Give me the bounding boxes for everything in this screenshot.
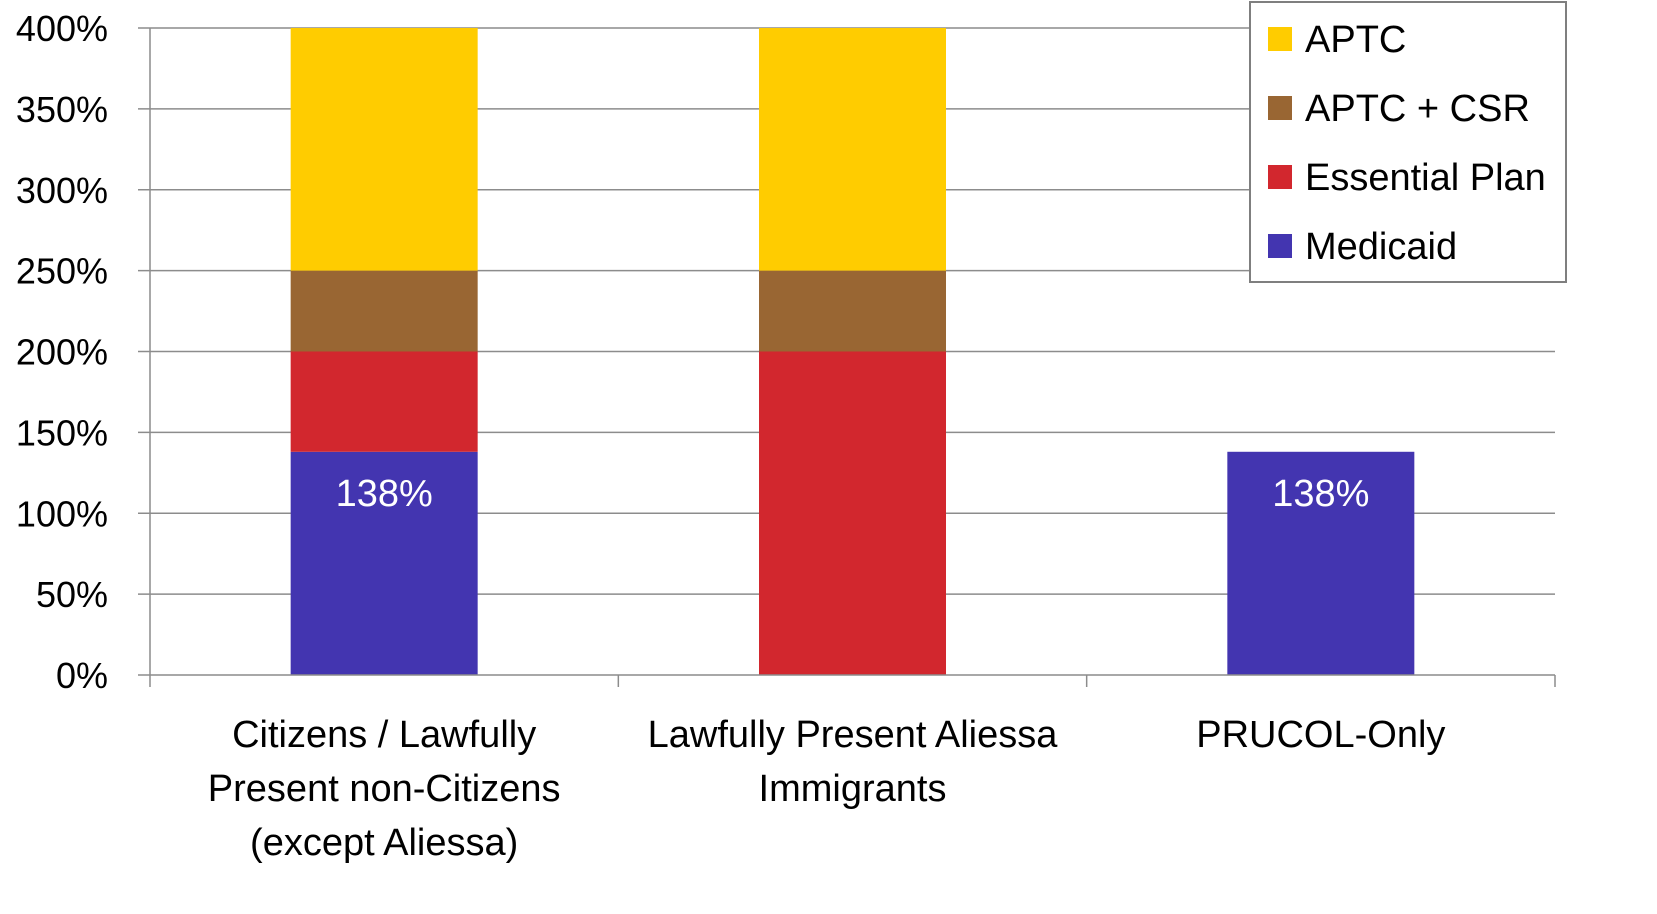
data-label: 138%	[336, 473, 433, 515]
bar-segment-essential-plan	[290, 351, 478, 452]
legend-swatch-aptc-csr	[1268, 96, 1292, 120]
bar-segment-essential-plan	[759, 351, 946, 675]
legend-label-essential-plan: Essential Plan	[1305, 157, 1546, 199]
data-label: 138%	[1272, 473, 1369, 515]
y-tick-label: 250%	[16, 251, 108, 292]
y-tick-label: 350%	[16, 89, 108, 130]
legend-swatch-medicaid	[1268, 234, 1292, 258]
y-tick-label: 400%	[16, 8, 108, 49]
x-category-label: Lawfully Present Aliessa Immigrants	[648, 714, 1059, 810]
legend-swatch-aptc	[1268, 27, 1292, 51]
axes	[138, 27, 1556, 687]
bar-segment-aptc	[759, 28, 946, 271]
y-tick-label: 0%	[56, 655, 108, 696]
y-tick-label: 100%	[16, 493, 108, 534]
legend[interactable]: APTC APTC + CSR Essential Plan Medicaid	[1249, 1, 1567, 283]
y-tick-label: 150%	[16, 412, 108, 453]
y-tick-label: 50%	[36, 574, 108, 615]
y-tick-label: 300%	[16, 170, 108, 211]
legend-label-aptc-csr: APTC + CSR	[1305, 88, 1530, 130]
bar-segment-medicaid	[290, 451, 478, 675]
y-tick-label: 200%	[16, 332, 108, 373]
legend-label-aptc: APTC	[1305, 19, 1406, 61]
legend-label-medicaid: Medicaid	[1305, 226, 1457, 268]
legend-swatch-essential-plan	[1268, 165, 1292, 189]
bar-segment-medicaid	[1227, 451, 1415, 675]
labels: 0% 50% 100% 150% 200% 250% 300% 350% 400% Citizen…	[16, 8, 1445, 864]
bar-segment-aptc-csr	[759, 270, 946, 352]
legend-box	[1249, 1, 1567, 283]
x-category-label: PRUCOL-Only	[1196, 714, 1445, 756]
x-category-label: Citizens / Lawfully Present non-Citizens(…	[208, 714, 561, 864]
bar-segment-aptc-csr	[290, 270, 478, 352]
bar-segment-aptc	[290, 28, 478, 271]
bars	[290, 28, 1415, 675]
